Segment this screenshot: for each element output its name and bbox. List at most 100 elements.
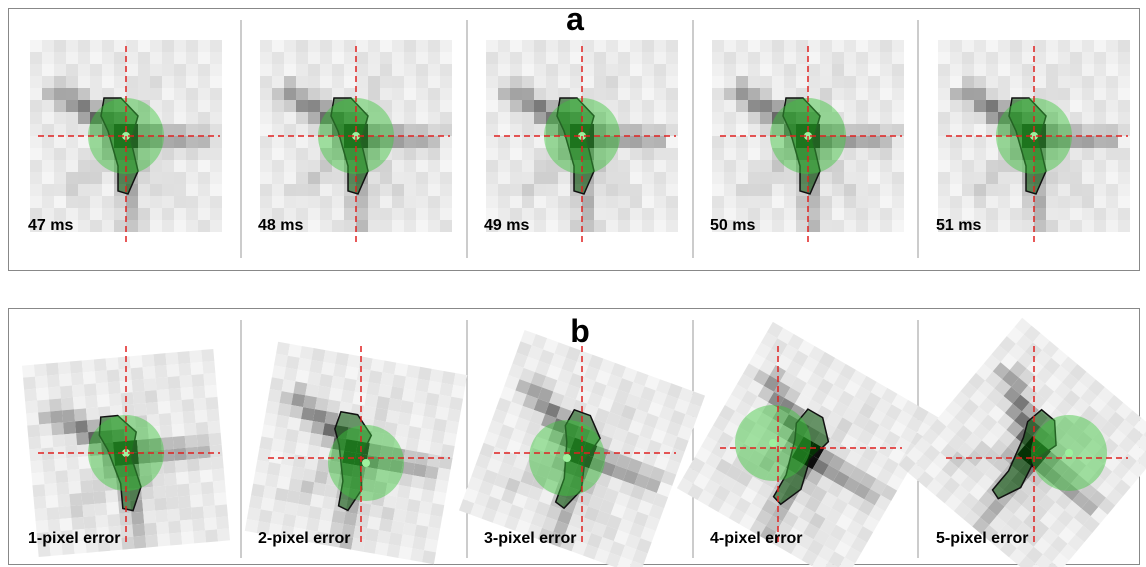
pixel: [190, 362, 203, 375]
pixel: [401, 534, 415, 548]
pixel: [784, 196, 796, 208]
pixel: [260, 52, 272, 64]
pixel: [54, 136, 66, 148]
cell-caption: 47 ms: [28, 217, 73, 234]
pixel: [79, 468, 92, 481]
pixel: [138, 196, 150, 208]
pixel: [394, 363, 408, 377]
pixel: [606, 196, 618, 208]
pixel: [1118, 148, 1130, 160]
pixel: [820, 196, 832, 208]
pixel: [405, 438, 419, 452]
pixel: [808, 220, 820, 232]
pixel: [606, 40, 618, 52]
pixel: [808, 40, 820, 52]
pixel: [210, 52, 222, 64]
pixel: [630, 172, 642, 184]
pixel: [1046, 184, 1058, 196]
pixel: [284, 160, 296, 172]
pixel: [272, 365, 286, 379]
pixel: [1094, 64, 1106, 76]
pixel: [380, 40, 392, 52]
pixel: [102, 184, 114, 196]
pixel: [126, 196, 138, 208]
pixel: [522, 124, 534, 136]
pixel: [314, 470, 328, 484]
pixel: [546, 40, 558, 52]
pixel: [748, 112, 760, 124]
pixel: [618, 52, 630, 64]
pixel: [986, 172, 998, 184]
pixel: [66, 64, 78, 76]
pixel: [642, 40, 654, 52]
pixel: [1022, 220, 1034, 232]
pixel: [40, 435, 53, 448]
pixel: [1094, 208, 1106, 220]
pixel: [329, 388, 343, 402]
pixel: [82, 504, 95, 517]
pixel: [368, 220, 380, 232]
pixel: [1070, 64, 1082, 76]
pixel: [522, 64, 534, 76]
pixel: [868, 208, 880, 220]
pixel: [66, 172, 78, 184]
pixel: [404, 76, 416, 88]
pixel: [162, 76, 174, 88]
pixel: [546, 196, 558, 208]
pixel: [748, 172, 760, 184]
pixel: [642, 52, 654, 64]
pixel: [400, 400, 414, 414]
pixel: [138, 64, 150, 76]
pixel: [570, 76, 582, 88]
pixel: [654, 76, 666, 88]
pixel: [84, 383, 97, 396]
pixel: [391, 520, 405, 534]
pixel: [666, 100, 678, 112]
pixel: [353, 392, 367, 406]
pixel: [582, 40, 594, 52]
pixel: [298, 358, 312, 372]
pixel: [772, 52, 784, 64]
pixel: [534, 184, 546, 196]
pixel: [1046, 88, 1058, 100]
pixel: [856, 172, 868, 184]
pixel: [162, 52, 174, 64]
pixel: [748, 64, 760, 76]
pixel: [736, 88, 748, 100]
pixel: [558, 208, 570, 220]
pixel: [440, 124, 452, 136]
pixel: [416, 184, 428, 196]
pixel: [295, 443, 309, 457]
pixel: [272, 88, 284, 100]
pixel: [760, 196, 772, 208]
pixel: [880, 136, 892, 148]
pixel: [392, 40, 404, 52]
pixel: [176, 472, 189, 485]
pixel: [1094, 196, 1106, 208]
pixel: [66, 100, 78, 112]
pixel: [66, 40, 78, 52]
pixel: [332, 208, 344, 220]
pixel: [962, 112, 974, 124]
pixel: [138, 172, 150, 184]
pixel: [1118, 88, 1130, 100]
pixel: [534, 40, 546, 52]
pixel: [82, 359, 95, 372]
pixel: [856, 196, 868, 208]
pixel: [950, 160, 962, 172]
pixel: [308, 220, 320, 232]
pixel: [126, 52, 138, 64]
pixel: [296, 136, 308, 148]
pixel: [796, 208, 808, 220]
pixel: [1070, 184, 1082, 196]
pixel: [23, 377, 36, 390]
pixel: [1046, 52, 1058, 64]
pixel: [498, 88, 510, 100]
pixel: [642, 124, 654, 136]
pixel: [380, 372, 394, 386]
pixel: [1010, 40, 1022, 52]
pixel: [126, 220, 138, 232]
pixel: [284, 136, 296, 148]
pixel: [42, 136, 54, 148]
pixel: [618, 148, 630, 160]
